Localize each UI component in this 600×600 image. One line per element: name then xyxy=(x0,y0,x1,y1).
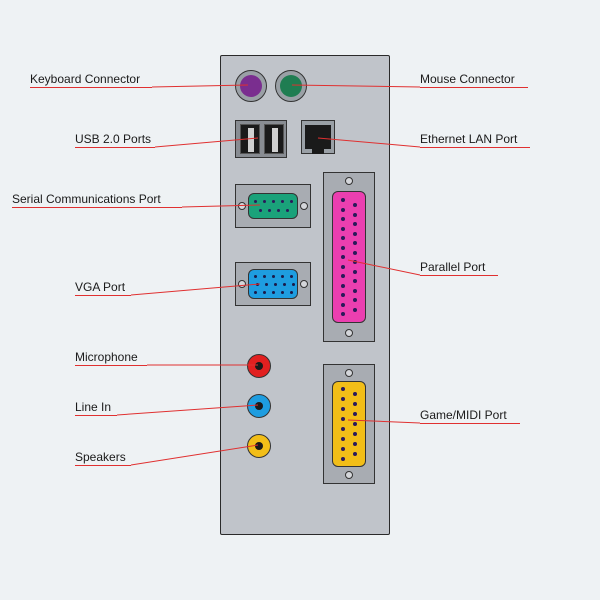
ethernet-port xyxy=(301,120,335,154)
microphone-jack xyxy=(247,354,271,378)
label-ethernet: Ethernet LAN Port xyxy=(420,132,517,146)
label-vga: VGA Port xyxy=(75,280,125,294)
label-speakers: Speakers xyxy=(75,450,126,464)
ps2-mouse-port xyxy=(275,70,307,102)
label-usb: USB 2.0 Ports xyxy=(75,132,151,146)
speakers-jack xyxy=(247,434,271,458)
usb-ports xyxy=(235,120,287,158)
ps2-keyboard-port xyxy=(235,70,267,102)
label-microphone: Microphone xyxy=(75,350,138,364)
label-keyboard: Keyboard Connector xyxy=(30,72,140,86)
parallel-port xyxy=(323,172,375,342)
label-parallel: Parallel Port xyxy=(420,260,485,274)
io-panel xyxy=(220,55,390,535)
label-gamemidi: Game/MIDI Port xyxy=(420,408,507,422)
vga-port xyxy=(235,262,311,306)
label-serial: Serial Communications Port xyxy=(12,192,161,206)
serial-port xyxy=(235,184,311,228)
label-mouse: Mouse Connector xyxy=(420,72,515,86)
label-linein: Line In xyxy=(75,400,111,414)
linein-jack xyxy=(247,394,271,418)
gamemidi-port xyxy=(323,364,375,484)
